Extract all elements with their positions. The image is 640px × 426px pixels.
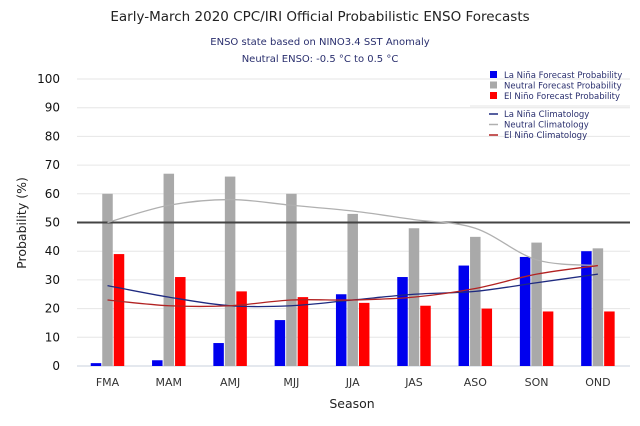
bar-neutral-mam: [163, 173, 175, 366]
bar-la-son: [519, 256, 531, 366]
y-tick-label: 10: [45, 330, 60, 344]
bar-la-amj: [213, 343, 224, 366]
x-tick-label: MAM: [156, 376, 183, 389]
bar-neutral-son: [531, 242, 542, 366]
bar-la-ond: [581, 251, 592, 366]
x-axis-label: Season: [329, 396, 374, 411]
bar-neutral-jja: [347, 213, 358, 366]
legend-label: La Niña Climatology: [504, 110, 589, 120]
bar-el-mjj: [297, 297, 309, 366]
y-tick-label: 0: [52, 359, 60, 373]
y-tick-label: 50: [45, 216, 60, 230]
y-tick-label: 40: [45, 244, 60, 258]
legend-swatch: [490, 71, 497, 78]
bar-el-son: [542, 311, 554, 366]
chart-subtitle-line-2: Neutral ENSO: -0.5 °C to 0.5 °C: [242, 54, 399, 65]
x-tick-label: FMA: [96, 376, 120, 389]
bar-neutral-amj: [224, 176, 236, 366]
bar-el-jja: [358, 302, 370, 366]
legend-label: La Niña Forecast Probability: [504, 71, 622, 81]
y-tick-label: 80: [45, 129, 60, 143]
legend-swatch: [490, 81, 497, 89]
bar-la-mjj: [274, 320, 286, 366]
legend-label: El Niño Forecast Probability: [504, 92, 620, 102]
chart-subtitle-line-1: ENSO state based on NINO3.4 SST Anomaly: [210, 37, 429, 48]
climatology-lines: [107, 198, 598, 308]
chart-title: Early-March 2020 CPC/IRI Official Probab…: [110, 9, 529, 25]
y-axis-ticks: 0 10 20 30 40 50 60 70 80 90 100: [37, 72, 60, 373]
x-axis-ticks: FMA MAM AMJ MJJ JJA JAS ASO SON OND: [96, 376, 611, 389]
y-axis-label: Probability (%): [14, 177, 29, 269]
bars: [90, 173, 615, 366]
bar-el-fma: [113, 254, 125, 366]
legend-label: Neutral Climatology: [504, 121, 589, 131]
x-tick-label: JAS: [404, 376, 423, 389]
bar-la-aso: [458, 265, 470, 366]
bar-neutral-aso: [470, 236, 481, 366]
y-tick-label: 100: [37, 72, 60, 86]
bar-el-amj: [236, 291, 247, 366]
y-tick-label: 70: [45, 158, 60, 172]
legend-label: Neutral Forecast Probability: [504, 82, 622, 92]
x-tick-label: SON: [525, 376, 549, 389]
x-tick-label: MJJ: [283, 376, 299, 389]
line-neutral-climatology: [107, 198, 598, 267]
bar-neutral-ond: [592, 248, 604, 366]
bar-el-aso: [481, 308, 493, 366]
x-tick-label: AMJ: [220, 376, 240, 389]
legend-swatch: [490, 92, 497, 99]
bar-el-mam: [175, 277, 186, 366]
bar-la-jas: [397, 277, 408, 366]
x-tick-label: OND: [585, 376, 610, 389]
bar-el-jas: [420, 305, 431, 366]
legend-label: El Niño Climatology: [504, 131, 587, 141]
bar-la-mam: [152, 360, 163, 366]
x-tick-label: ASO: [464, 376, 488, 389]
bar-el-ond: [604, 311, 615, 366]
y-tick-label: 30: [45, 273, 60, 287]
y-tick-label: 90: [45, 101, 60, 115]
bar-la-jja: [335, 294, 347, 366]
y-tick-label: 60: [45, 187, 60, 201]
line-el-nino-climatology: [107, 264, 598, 308]
bar-neutral-mjj: [286, 193, 297, 366]
bar-neutral-fma: [102, 193, 113, 366]
y-tick-label: 20: [45, 302, 60, 316]
x-tick-label: JJA: [345, 376, 360, 389]
bar-la-fma: [90, 363, 102, 366]
